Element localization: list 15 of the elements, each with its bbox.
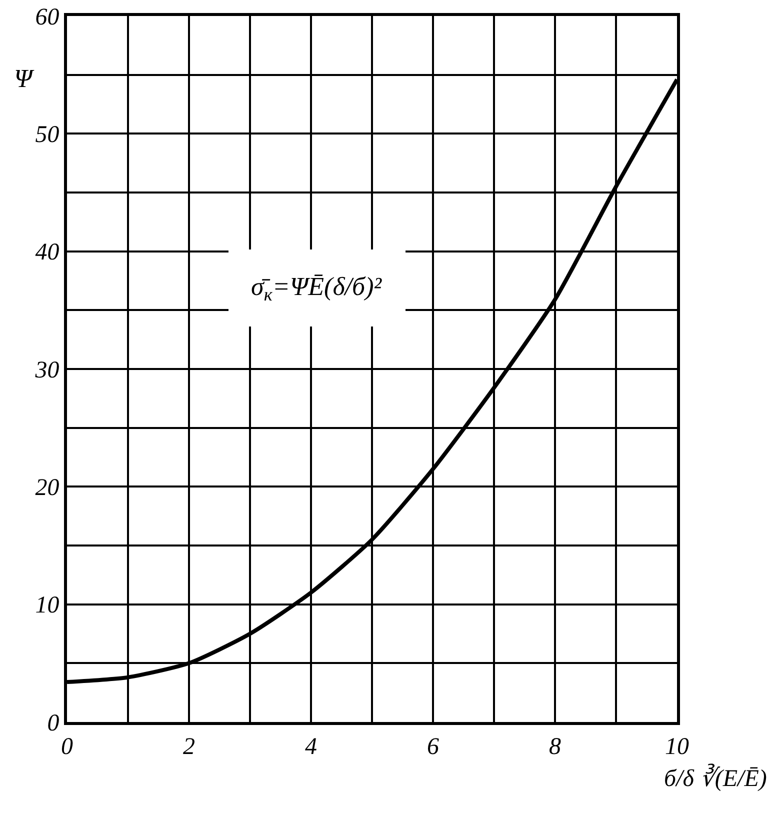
y-tick-label: 0 [47, 710, 60, 736]
y-axis-title: Ψ [14, 64, 35, 93]
x-tick-label: 10 [665, 734, 689, 760]
y-tick-label: 30 [34, 357, 60, 384]
x-tick-label: 2 [183, 734, 195, 760]
x-axis-title: б/δ ∛(E/Ē) [664, 763, 767, 792]
y-tick-label: 20 [35, 475, 60, 502]
x-tick-label: 4 [305, 734, 317, 760]
y-tick-label: 60 [35, 4, 60, 30]
y-tick-label: 10 [35, 592, 60, 619]
x-tick-label: 6 [427, 734, 439, 760]
y-tick-label: 50 [35, 122, 60, 148]
x-tick-label: 8 [549, 734, 561, 760]
y-tick-label: 40 [35, 240, 60, 266]
annotation: σ̄$_{к}$=ΨĒ(δ/б)² [251, 272, 383, 304]
